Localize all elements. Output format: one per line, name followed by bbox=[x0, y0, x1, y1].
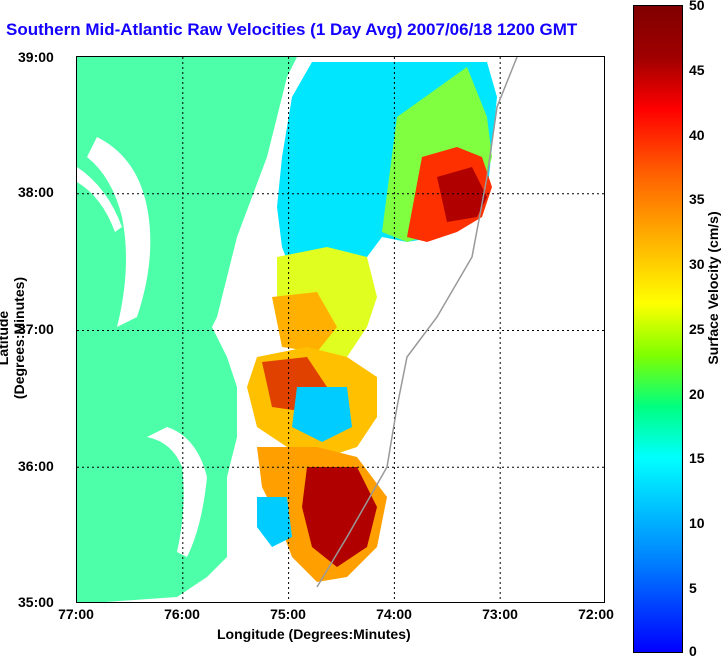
colorbar-tick: 25 bbox=[689, 321, 705, 337]
shelf-contour bbox=[316, 57, 518, 588]
map-title: Southern Mid-Atlantic Raw Velocities (1 … bbox=[6, 20, 578, 39]
x-tick: 74:00 bbox=[376, 606, 412, 622]
y-tick: 35:00 bbox=[18, 594, 54, 610]
colorbar-tick: 30 bbox=[689, 256, 705, 272]
bay-inlet bbox=[77, 167, 122, 232]
chesapeake-bay bbox=[87, 137, 151, 327]
colorbar-tick: 40 bbox=[689, 127, 705, 143]
y-tick: 38:00 bbox=[18, 184, 54, 200]
x-tick: 73:00 bbox=[482, 606, 518, 622]
y-tick: 36:00 bbox=[18, 458, 54, 474]
velocity-field bbox=[247, 62, 497, 582]
x-tick: 72:00 bbox=[578, 606, 614, 622]
x-tick: 75:00 bbox=[270, 606, 306, 622]
colorbar-tick: 45 bbox=[689, 62, 705, 78]
x-tick: 76:00 bbox=[164, 606, 200, 622]
y-axis-label: Latitude (Degrees:Minutes) bbox=[0, 276, 27, 400]
grid-lines bbox=[77, 57, 604, 602]
colorbar-tick: 15 bbox=[689, 450, 705, 466]
x-tick: 77:00 bbox=[58, 606, 94, 622]
colorbar-tick: 10 bbox=[689, 515, 705, 531]
colorbar bbox=[633, 5, 683, 653]
map-plot-area bbox=[76, 56, 605, 603]
y-tick: 37:00 bbox=[18, 321, 54, 337]
map-svg bbox=[77, 57, 604, 602]
colorbar-tick: 20 bbox=[689, 386, 705, 402]
x-axis-label: Longitude (Degrees:Minutes) bbox=[217, 626, 411, 642]
colorbar-tick: 35 bbox=[689, 191, 705, 207]
colorbar-tick: 5 bbox=[689, 580, 697, 596]
y-tick: 39:00 bbox=[18, 49, 54, 65]
colorbar-label: Surface Velocity (cm/s) bbox=[705, 211, 721, 365]
colorbar-tick: 0 bbox=[689, 643, 697, 659]
colorbar-tick: 50 bbox=[689, 0, 705, 13]
sound-water bbox=[147, 427, 207, 557]
